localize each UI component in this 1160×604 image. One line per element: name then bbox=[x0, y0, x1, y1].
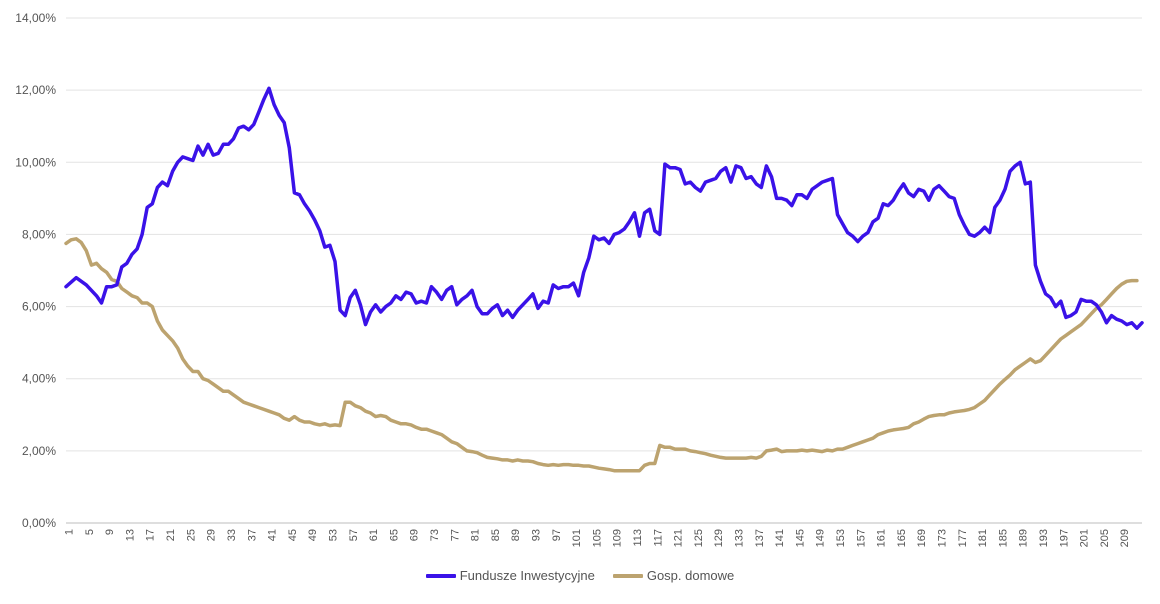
x-tick-label: 209 bbox=[1119, 529, 1131, 547]
x-tick-label: 169 bbox=[916, 529, 928, 547]
x-tick-label: 101 bbox=[571, 529, 583, 547]
x-tick-label: 85 bbox=[490, 529, 502, 541]
legend-swatch-fundusze bbox=[425, 573, 456, 578]
x-tick-label: 29 bbox=[206, 529, 218, 541]
x-tick-label: 45 bbox=[287, 529, 299, 541]
x-tick-label: 193 bbox=[1038, 529, 1050, 547]
x-axis-ticks: 1 5 9 13 17 21 25 29 33 37 41 45 49 53 57 61 65 69 73 77 81 8… bbox=[64, 529, 1132, 547]
x-tick-label: 201 bbox=[1079, 529, 1091, 547]
y-tick-label: 2,00% bbox=[22, 444, 56, 458]
x-tick-label: 65 bbox=[388, 529, 400, 541]
series-line-fundusze bbox=[64, 86, 1144, 330]
x-tick-label: 181 bbox=[977, 529, 989, 547]
x-tick-label: 141 bbox=[774, 529, 786, 547]
x-tick-label: 177 bbox=[957, 529, 969, 547]
x-tick-label: 73 bbox=[429, 529, 441, 541]
x-tick-label: 69 bbox=[409, 529, 421, 541]
x-tick-label: 105 bbox=[591, 529, 603, 547]
x-tick-label: 129 bbox=[713, 529, 725, 547]
x-tick-label: 25 bbox=[185, 529, 197, 541]
legend-label-fundusze: Fundusze Inwestycyjne bbox=[459, 568, 595, 583]
x-tick-label: 13 bbox=[124, 529, 136, 541]
x-tick-label: 137 bbox=[754, 529, 766, 547]
x-tick-label: 9 bbox=[104, 529, 116, 535]
x-tick-label: 113 bbox=[632, 529, 644, 547]
x-tick-label: 161 bbox=[876, 529, 888, 547]
x-tick-label: 97 bbox=[551, 529, 563, 541]
x-tick-label: 197 bbox=[1058, 529, 1070, 547]
x-tick-label: 205 bbox=[1099, 529, 1111, 547]
y-tick-label: 0,00% bbox=[22, 516, 56, 530]
legend-item-gosp: Gosp. domowe bbox=[612, 568, 735, 583]
y-tick-label: 4,00% bbox=[22, 372, 56, 386]
line-chart: 0,00% 2,00% 4,00% 6,00% 8,00% 10,00% 12,00% 14,… bbox=[15, 11, 1144, 547]
x-tick-label: 125 bbox=[693, 529, 705, 547]
x-tick-label: 5 bbox=[84, 529, 96, 535]
x-tick-label: 109 bbox=[612, 529, 624, 547]
x-tick-label: 157 bbox=[855, 529, 867, 547]
x-tick-label: 77 bbox=[449, 529, 461, 541]
x-tick-label: 57 bbox=[348, 529, 360, 541]
x-tick-label: 165 bbox=[896, 529, 908, 547]
x-tick-label: 33 bbox=[226, 529, 238, 541]
x-tick-label: 49 bbox=[307, 529, 319, 541]
legend: Fundusze Inwestycyjne Gosp. domowe bbox=[0, 568, 1160, 583]
x-tick-label: 1 bbox=[64, 529, 76, 535]
x-tick-label: 61 bbox=[368, 529, 380, 541]
x-tick-label: 149 bbox=[815, 529, 827, 547]
series-lines bbox=[64, 86, 1144, 473]
x-tick-label: 81 bbox=[470, 529, 482, 541]
x-tick-label: 17 bbox=[145, 529, 157, 541]
y-tick-label: 14,00% bbox=[15, 11, 56, 25]
x-tick-label: 133 bbox=[734, 529, 746, 547]
x-tick-label: 117 bbox=[652, 529, 664, 547]
x-tick-label: 37 bbox=[246, 529, 258, 541]
x-tick-label: 189 bbox=[1018, 529, 1030, 547]
y-tick-label: 8,00% bbox=[22, 227, 56, 241]
x-tick-label: 53 bbox=[327, 529, 339, 541]
series-line-gosp bbox=[64, 237, 1139, 473]
x-tick-label: 89 bbox=[510, 529, 522, 541]
y-axis-ticks: 0,00% 2,00% 4,00% 6,00% 8,00% 10,00% 12,00% 14,… bbox=[15, 11, 56, 530]
x-tick-label: 173 bbox=[937, 529, 949, 547]
x-tick-label: 145 bbox=[794, 529, 806, 547]
legend-item-fundusze: Fundusze Inwestycyjne bbox=[425, 568, 595, 583]
x-tick-label: 93 bbox=[530, 529, 542, 541]
legend-label-gosp: Gosp. domowe bbox=[646, 568, 735, 583]
x-tick-label: 153 bbox=[835, 529, 847, 547]
x-tick-label: 121 bbox=[673, 529, 685, 547]
legend-swatch-gosp bbox=[612, 573, 643, 578]
y-tick-label: 10,00% bbox=[15, 155, 56, 169]
y-tick-label: 12,00% bbox=[15, 83, 56, 97]
y-tick-label: 6,00% bbox=[22, 300, 56, 314]
x-tick-label: 41 bbox=[267, 529, 279, 541]
grid-lines bbox=[66, 17, 1142, 524]
x-tick-label: 21 bbox=[165, 529, 177, 541]
x-tick-label: 185 bbox=[997, 529, 1009, 547]
